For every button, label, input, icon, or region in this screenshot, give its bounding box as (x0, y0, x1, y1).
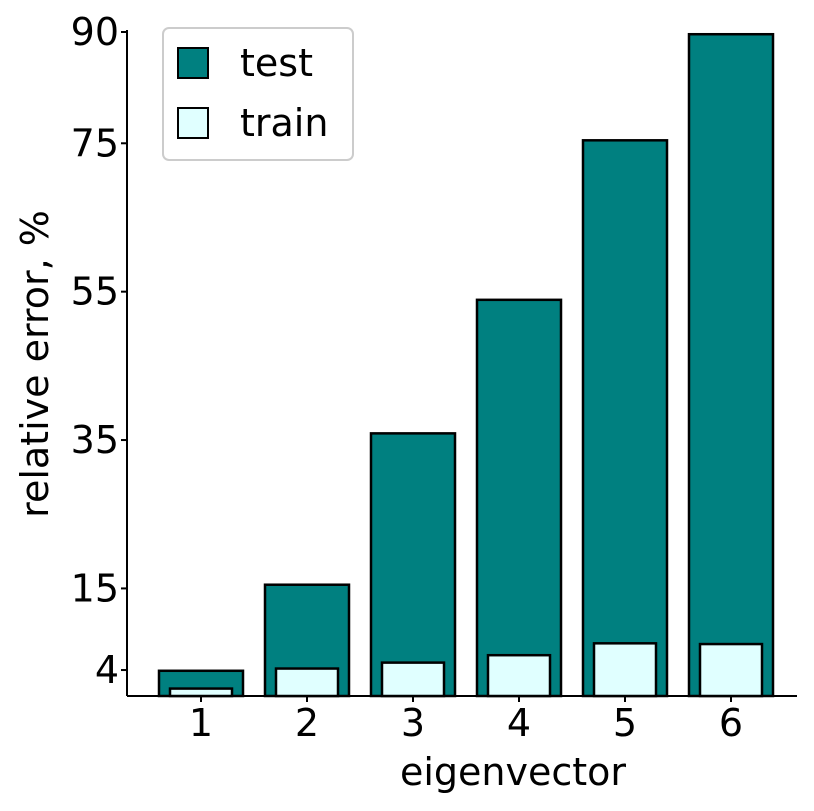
legend-frame (162, 27, 354, 161)
x-tick-label: 6 (719, 701, 743, 745)
bar-test-4 (475, 298, 563, 698)
bar-test-5 (581, 139, 669, 698)
bar-test-3 (369, 432, 457, 698)
y-tick-label: 55 (71, 270, 119, 314)
bar-train-4 (486, 653, 552, 698)
x-axis-ticks: 1 2 3 4 5 6 (189, 696, 743, 745)
legend-swatch-train (177, 107, 209, 139)
y-tick-label: 15 (71, 566, 119, 610)
y-axis-ticks: 4 15 35 55 75 90 (71, 10, 127, 692)
y-tick-label: 90 (71, 10, 119, 54)
x-axis-label: eigenvector (400, 750, 626, 794)
y-tick-label: 35 (71, 418, 119, 462)
legend-label-test: test (240, 41, 313, 85)
y-tick-label: 75 (71, 121, 119, 165)
x-tick-label: 3 (401, 701, 425, 745)
bar-train-6 (698, 642, 764, 698)
x-tick-label: 1 (189, 701, 213, 745)
bar-train-3 (380, 661, 446, 698)
train-bars (168, 642, 764, 698)
bar-train-5 (592, 642, 658, 698)
bar-train-2 (274, 667, 340, 698)
legend-label-train: train (240, 101, 328, 145)
x-tick-label: 5 (613, 701, 637, 745)
y-tick-label: 4 (95, 648, 119, 692)
bar-train-1 (168, 687, 234, 698)
legend: test train (162, 27, 354, 161)
legend-swatch-test (177, 47, 209, 79)
x-tick-label: 2 (295, 701, 319, 745)
x-tick-label: 4 (507, 701, 531, 745)
bar-test-6 (687, 32, 775, 698)
y-axis-label: relative error, % (13, 210, 57, 518)
